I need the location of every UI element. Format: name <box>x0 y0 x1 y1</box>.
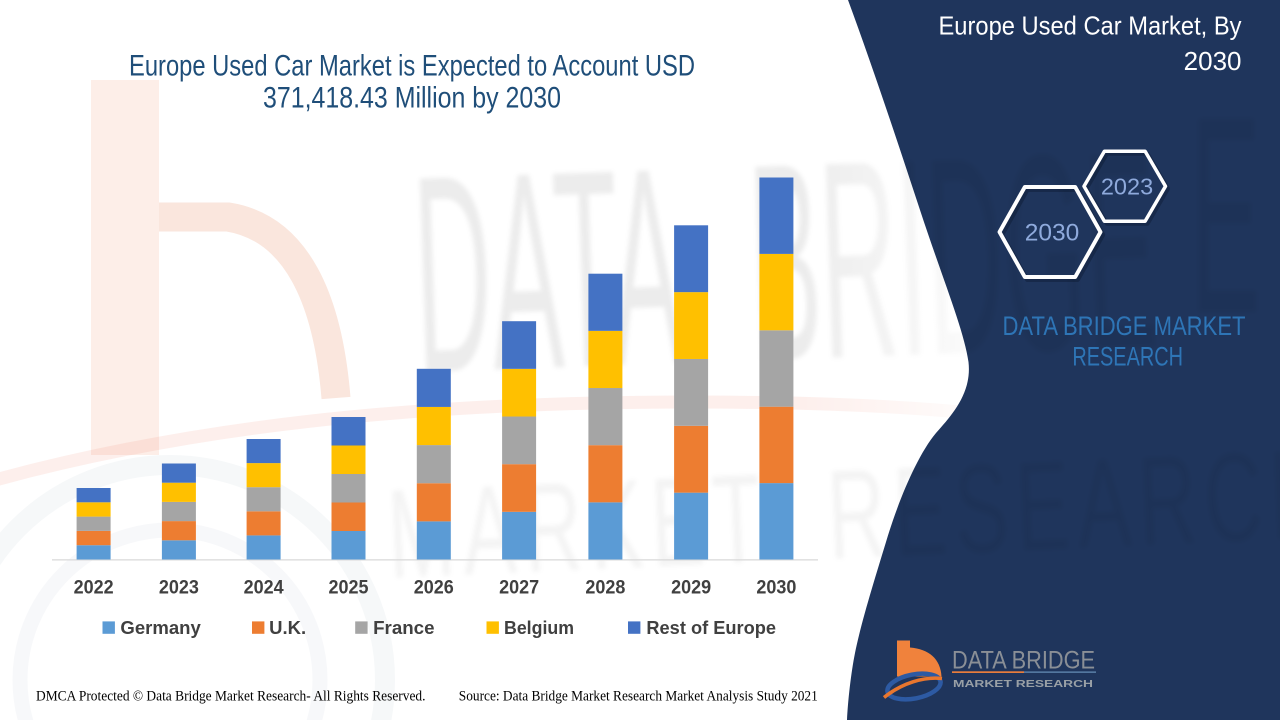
svg-text:U.K.: U.K. <box>269 618 306 638</box>
svg-text:MARKET RESEARCH: MARKET RESEARCH <box>953 679 1093 690</box>
svg-text:2028: 2028 <box>585 576 625 598</box>
svg-text:2025: 2025 <box>329 576 369 598</box>
svg-text:E: E <box>1190 58 1261 372</box>
svg-text:371,418.43 Million by 2030: 371,418.43 Million by 2030 <box>263 82 561 115</box>
svg-text:2030: 2030 <box>1025 220 1080 247</box>
svg-text:RESEARCH: RESEARCH <box>1072 341 1183 371</box>
svg-text:Europe Used Car Market is Expe: Europe Used Car Market is Expected to Ac… <box>129 50 695 83</box>
svg-text:Rest of Europe: Rest of Europe <box>646 618 776 638</box>
svg-text:2030: 2030 <box>1184 46 1242 76</box>
svg-text:2026: 2026 <box>414 576 454 598</box>
svg-text:DMCA Protected © Data Bridge M: DMCA Protected © Data Bridge Market Rese… <box>36 689 426 705</box>
svg-text:Source: Data Bridge Market Res: Source: Data Bridge Market Research Mark… <box>459 689 818 705</box>
svg-text:DATA BRIDGE MARKET: DATA BRIDGE MARKET <box>1003 311 1246 341</box>
svg-text:2022: 2022 <box>74 576 114 598</box>
svg-text:2029: 2029 <box>671 576 711 598</box>
svg-text:Germany: Germany <box>120 618 200 638</box>
svg-text:DATA BRIDGE: DATA BRIDGE <box>952 647 1095 675</box>
svg-text:2030: 2030 <box>756 576 796 598</box>
svg-text:2024: 2024 <box>244 576 284 598</box>
svg-text:2023: 2023 <box>1101 174 1153 200</box>
svg-text:2027: 2027 <box>499 576 539 598</box>
svg-text:Europe Used Car Market, By: Europe Used Car Market, By <box>939 11 1242 41</box>
svg-text:2023: 2023 <box>159 576 199 598</box>
svg-text:Belgium: Belgium <box>504 618 574 638</box>
svg-text:France: France <box>373 618 434 638</box>
